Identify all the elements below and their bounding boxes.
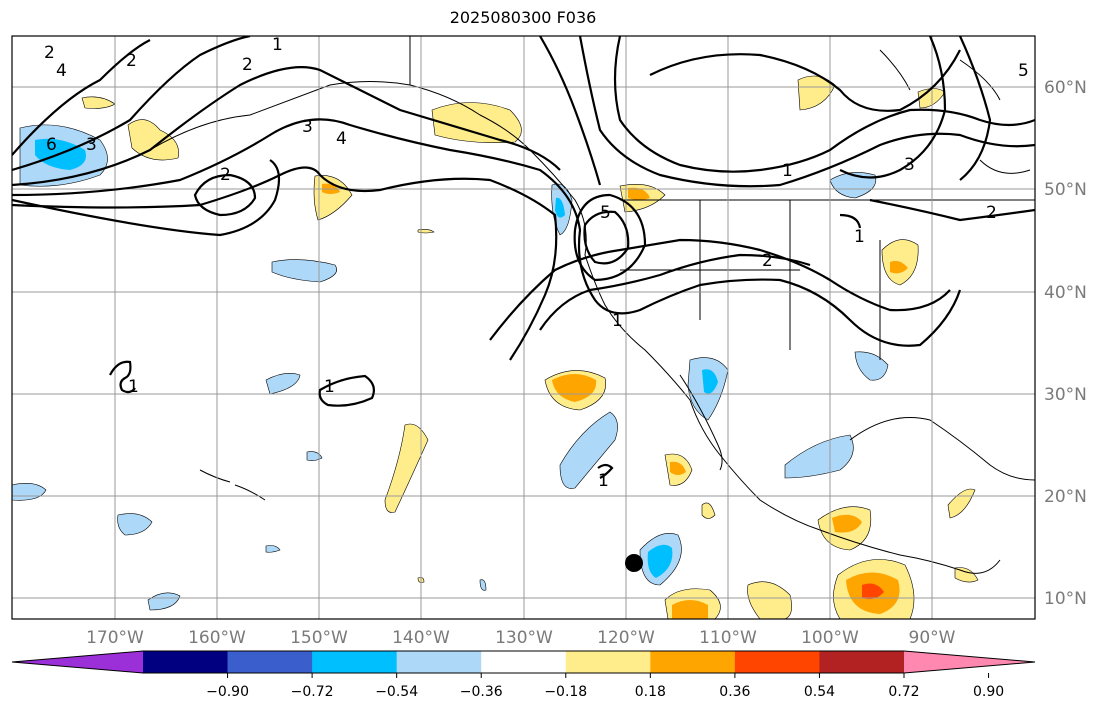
contour-label: 2 xyxy=(44,43,55,63)
lat-label: 50°N xyxy=(1044,180,1087,200)
contour-label: 1 xyxy=(324,377,335,397)
storm-position-marker xyxy=(625,554,643,572)
lon-label: 170°W xyxy=(86,628,144,648)
contour-label: 1 xyxy=(612,311,623,331)
lon-label: 140°W xyxy=(392,628,450,648)
colorbar-outline xyxy=(11,650,1036,674)
lon-label: 100°W xyxy=(801,628,859,648)
lon-label: 110°W xyxy=(699,628,757,648)
colorbar-tick-label: −0.72 xyxy=(291,684,334,700)
lat-label: 20°N xyxy=(1044,487,1087,507)
contour-label: 3 xyxy=(86,135,97,155)
lon-label: 150°W xyxy=(290,628,348,648)
map-frame xyxy=(11,35,1036,620)
contour-label: 5 xyxy=(1018,61,1029,81)
colorbar-extension-low xyxy=(12,651,143,673)
lon-label: 120°W xyxy=(597,628,655,648)
colorbar-tick-label: 0.54 xyxy=(804,684,835,700)
colorbar-segment xyxy=(565,651,651,673)
contour-label: 1 xyxy=(854,227,865,247)
colorbar-segment xyxy=(734,651,820,673)
colorbar-tick-label: −0.54 xyxy=(375,684,418,700)
shaded-anomalies xyxy=(12,75,979,619)
lon-label: 90°W xyxy=(909,628,956,648)
colorbar-tick-label: −0.18 xyxy=(544,684,587,700)
colorbar: −0.90 −0.72 −0.54 −0.36 −0.18 0.18 0.36 0.54 0.7… xyxy=(11,650,1036,700)
lon-label: 130°W xyxy=(495,628,553,648)
colorbar-segment xyxy=(396,651,482,673)
contour-label: 2 xyxy=(986,203,997,223)
colorbar-tick-label: 0.72 xyxy=(888,684,919,700)
colorbar-tick-label: 0.36 xyxy=(719,684,750,700)
contour-lines xyxy=(12,36,1035,479)
contour-label: 2 xyxy=(220,165,231,185)
contour-label: 3 xyxy=(904,155,915,175)
colorbar-tick-label: −0.36 xyxy=(460,684,503,700)
contour-label: 1 xyxy=(272,35,283,55)
colorbar-segment xyxy=(143,651,229,673)
colorbar-segment xyxy=(227,651,313,673)
colorbar-segment xyxy=(650,651,736,673)
colorbar-segment xyxy=(819,651,905,673)
contour-label: 1 xyxy=(782,161,793,181)
map-title: 2025080300 F036 xyxy=(449,8,597,27)
colorbar-extension-high xyxy=(904,651,1035,673)
colorbar-segment xyxy=(312,651,398,673)
contour-label: 1 xyxy=(598,471,609,491)
contour-label: 1 xyxy=(128,377,139,397)
contour-label: 5 xyxy=(600,203,611,223)
lat-label: 60°N xyxy=(1044,78,1087,98)
lat-label: 40°N xyxy=(1044,283,1087,303)
contour-label: 2 xyxy=(126,51,137,71)
colorbar-tick-label: 0.90 xyxy=(973,684,1004,700)
coastlines xyxy=(149,36,1035,574)
lat-label: 10°N xyxy=(1044,589,1087,609)
contour-label: 3 xyxy=(302,117,313,137)
lat-label: 30°N xyxy=(1044,385,1087,405)
latitude-labels: 60°N 50°N 40°N 30°N 20°N 10°N xyxy=(1044,78,1087,609)
contour-labels: 2 4 6 3 1 2 3 4 2 5 1 2 3 2 1 1 2 1 1 1 … xyxy=(44,35,1029,491)
colorbar-tick-label: 0.18 xyxy=(635,684,666,700)
contour-label: 6 xyxy=(46,135,57,155)
contour-label: 2 xyxy=(242,55,253,75)
contour-label: 2 xyxy=(762,251,773,271)
contour-label: 4 xyxy=(336,129,347,149)
longitude-labels: 170°W 160°W 150°W 140°W 130°W 120°W 110°… xyxy=(86,628,956,648)
colorbar-tick-label: −0.90 xyxy=(206,684,249,700)
colorbar-segment xyxy=(481,651,567,673)
contour-label: 4 xyxy=(56,61,67,81)
lon-label: 160°W xyxy=(188,628,246,648)
